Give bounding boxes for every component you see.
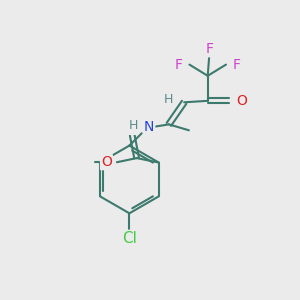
Text: F: F [232,58,240,72]
Text: F: F [205,42,213,56]
Text: H: H [129,119,138,132]
Text: N: N [144,120,154,134]
Text: Cl: Cl [122,231,137,246]
Text: O: O [101,155,112,169]
Text: H: H [164,93,173,106]
Text: F: F [175,58,183,72]
Text: O: O [236,94,247,108]
Text: O: O [127,120,138,134]
